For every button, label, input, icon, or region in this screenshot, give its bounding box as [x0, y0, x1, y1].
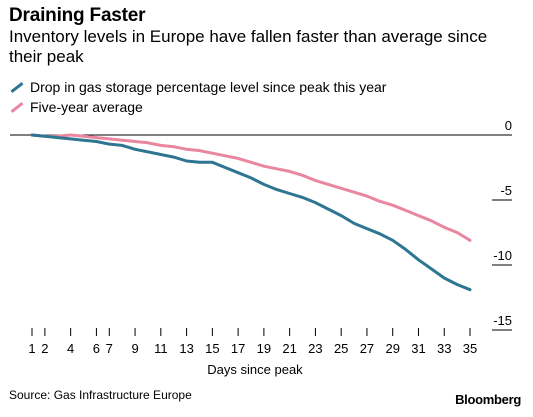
y-tick-label-0: 0 — [505, 118, 512, 133]
series-line-0 — [30, 133, 472, 292]
x-tick-label-11: 21 — [282, 341, 296, 356]
x-tick-label-17: 33 — [437, 341, 451, 356]
series-layer — [30, 133, 472, 292]
y-tick-label-3: -15 — [493, 313, 512, 328]
x-tick-label-14: 27 — [360, 341, 374, 356]
legend-label-drop: Drop in gas storage percentage level sin… — [30, 79, 387, 95]
x-tick-label-10: 19 — [257, 341, 271, 356]
y-axis: 0 -5 -10 -15 — [492, 118, 512, 331]
x-tick-label-2: 4 — [67, 341, 74, 356]
x-tick-label-7: 13 — [179, 341, 193, 356]
x-tick-label-0: 1 — [28, 341, 35, 356]
x-tick-label-16: 31 — [411, 341, 425, 356]
chart-subtitle: Inventory levels in Europe have fallen f… — [9, 27, 488, 66]
chart-title: Draining Faster — [9, 5, 146, 26]
x-tick-label-3: 6 — [93, 341, 100, 356]
x-tick-label-6: 11 — [154, 341, 168, 356]
x-tick-label-15: 29 — [385, 341, 399, 356]
legend-item-average: Five-year average — [9, 98, 386, 116]
source-note: Source: Gas Infrastructure Europe — [9, 388, 192, 402]
legend-label-average: Five-year average — [30, 99, 143, 115]
bloomberg-logo: Bloomberg — [455, 392, 521, 407]
x-tick-label-5: 9 — [131, 341, 138, 356]
series-line-1 — [30, 133, 472, 242]
x-tick-label-1: 2 — [41, 341, 48, 356]
x-tick-label-8: 15 — [205, 341, 219, 356]
chart-legend: Drop in gas storage percentage level sin… — [9, 78, 386, 118]
x-tick-label-4: 7 — [106, 341, 113, 356]
x-axis-title: Days since peak — [207, 362, 303, 377]
x-tick-label-12: 23 — [308, 341, 322, 356]
y-tick-label-2: -10 — [493, 248, 512, 263]
legend-item-drop: Drop in gas storage percentage level sin… — [9, 78, 386, 96]
x-tick-label-18: 35 — [463, 341, 477, 356]
y-tick-label-1: -5 — [500, 183, 512, 198]
x-tick-label-13: 25 — [334, 341, 348, 356]
x-tick-label-9: 17 — [231, 341, 245, 356]
x-axis: 1 2 4 6 7 9 11 13 15 17 19 21 23 25 27 29 31 33 35 — [28, 328, 477, 356]
